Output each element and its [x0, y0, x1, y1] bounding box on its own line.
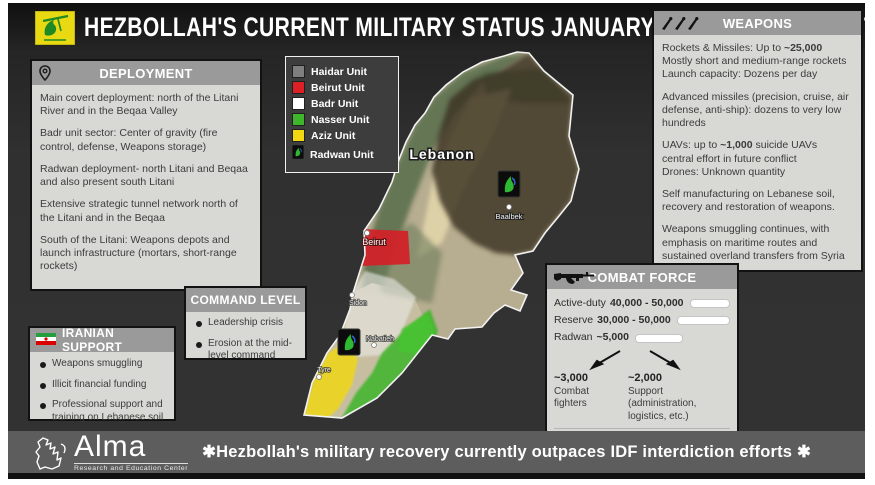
infographic: HEZBOLLAH'S CURRENT MILITARY STATUS JANU… [8, 3, 865, 479]
split-arrows-icon [589, 349, 681, 370]
weapons-paragraph: Weapons smuggling continues, with emphas… [662, 223, 845, 262]
alma-map-outline-icon [35, 436, 66, 470]
lebanon-border [302, 51, 580, 419]
radwan-breakdown: ~3,000 Combat fighters ~2,000 Support (a… [554, 372, 730, 423]
assessment-statement: ✱Hezbollah's military recovery currently… [202, 443, 811, 461]
command-level-header: COMMAND LEVEL [186, 288, 305, 312]
city-tyre: Tyre [316, 366, 332, 380]
weapons-paragraph: UAVs: up to ~1,000 suicide UAVs central … [662, 139, 818, 178]
combat-force-header: COMBAT FORCE [547, 265, 737, 289]
weapons-body: Rockets & Missiles: Up to ~25,000 Mostly… [654, 35, 861, 270]
reserve-bar [676, 316, 730, 326]
beirut-unit-region [360, 229, 410, 266]
command-level-panel: COMMAND LEVEL Leadership crisis Erosion … [184, 286, 307, 361]
weapons-panel: WEAPONS Rockets & Missiles: Up to ~25,00… [652, 9, 863, 272]
rifle-icon [553, 269, 595, 285]
deployment-paragraph: Badr unit sector: Center of gravity (fir… [40, 127, 218, 153]
radwan-unit-logo [291, 144, 305, 164]
iranian-support-body: Weapons smuggling Illicit financial fund… [30, 352, 174, 430]
legend-item-beirut: Beirut Unit [292, 81, 392, 94]
haidar-swatch [292, 65, 305, 78]
combat-row-active-duty: Active-duty 40,000 - 50,000 [554, 297, 730, 310]
hezbollah-flag-icon [35, 11, 75, 45]
iranian-support-title: IRANIAN SUPPORT [62, 326, 123, 354]
iranian-support-header: IRANIAN SUPPORT [30, 326, 174, 354]
legend-item-badr: Badr Unit [292, 97, 392, 110]
aziz-unit-region [304, 343, 358, 418]
shaded-deployment-zone [432, 53, 579, 255]
deployment-title: DEPLOYMENT [99, 65, 193, 81]
radwan-unit-logo [337, 328, 361, 356]
city-label: Sidon [349, 300, 367, 307]
deployment-paragraph: Extensive strategic tunnel network north… [40, 198, 238, 224]
badr-swatch [292, 97, 305, 110]
combat-force-title: COMBAT FORCE [587, 269, 697, 285]
legend-item-aziz: Aziz Unit [292, 129, 392, 142]
deployment-panel: DEPLOYMENT Main covert deployment: north… [30, 59, 262, 291]
city-label: Nabatieh [366, 336, 394, 343]
command-item: Erosion at the mid-level command [196, 338, 299, 363]
iranian-item: Illicit financial funding [40, 379, 168, 392]
radwan-bar [634, 333, 683, 343]
weapons-paragraph: Self manufacturing on Lebanese soil, rec… [662, 187, 835, 214]
weapons-title: WEAPONS [722, 15, 793, 31]
bottom-strip [8, 473, 865, 479]
deployment-paragraph: Main covert deployment: north of the Lit… [40, 92, 239, 118]
command-level-title: COMMAND LEVEL [190, 293, 301, 307]
command-level-body: Leadership crisis Erosion at the mid-lev… [186, 312, 305, 368]
country-label: Lebanon [409, 146, 474, 162]
map-pin-icon [38, 65, 52, 81]
city-nabatieh: Nabatieh [365, 335, 395, 348]
combat-row-reserve: Reserve 30,000 - 50,000 [554, 314, 730, 327]
iranian-item: Weapons smuggling [40, 358, 168, 371]
combat-fighters-col: ~3,000 Combat fighters [554, 371, 590, 410]
deployment-body: Main covert deployment: north of the Lit… [32, 85, 260, 280]
city-label: Baalbek [495, 212, 522, 221]
city-beirut: Beirut [361, 229, 387, 248]
city-label: Tyre [317, 367, 331, 374]
city-label: Beirut [362, 237, 386, 247]
map-legend: Haidar Unit Beirut Unit Badr Unit Nasser… [285, 56, 399, 173]
beirut-swatch [292, 81, 305, 94]
city-baalbek: Baalbek [494, 203, 524, 222]
command-item: Leadership crisis [196, 317, 299, 330]
deployment-paragraph: Radwan deployment- north Litani and Beqa… [40, 162, 248, 189]
alma-logo: Alma Research and Education Center [30, 429, 189, 472]
badr-unit-region [344, 271, 416, 357]
nasser-swatch [292, 113, 305, 126]
active-duty-bar [689, 299, 730, 309]
legend-item-haidar: Haidar Unit [292, 65, 392, 78]
weapons-paragraph: Advanced missiles (precision, cruise, ai… [662, 90, 849, 130]
alma-org-name: Alma [74, 429, 147, 463]
weapons-paragraph: Rockets & Missiles: Up to ~25,000 Mostly… [662, 42, 847, 81]
footer-bar: Alma Research and Education Center ✱Hezb… [8, 431, 865, 473]
iran-flag-icon [36, 332, 56, 348]
combat-row-radwan: Radwan ~5,000 [554, 331, 730, 344]
missiles-icon [660, 15, 704, 31]
legend-item-radwan: Radwan Unit [291, 144, 392, 164]
combat-force-panel: COMBAT FORCE Active-duty 40,000 - 50,000… [545, 263, 739, 470]
deployment-header: DEPLOYMENT [32, 61, 260, 85]
city-sidon: Sidon [348, 292, 368, 308]
iranian-item: Professional support and training on Leb… [40, 399, 168, 424]
aziz-swatch [292, 129, 305, 142]
support-col: ~2,000 Support (administration, logistic… [628, 371, 697, 422]
legend-item-nasser: Nasser Unit [292, 113, 392, 126]
iranian-support-panel: IRANIAN SUPPORT Weapons smuggling Illici… [28, 326, 176, 423]
alma-org-subtitle: Research and Education Center [74, 462, 189, 472]
weapons-header: WEAPONS [654, 11, 861, 35]
radwan-unit-logo [497, 170, 521, 198]
deployment-paragraph: South of the Litani: Weapons depots and … [40, 233, 237, 273]
